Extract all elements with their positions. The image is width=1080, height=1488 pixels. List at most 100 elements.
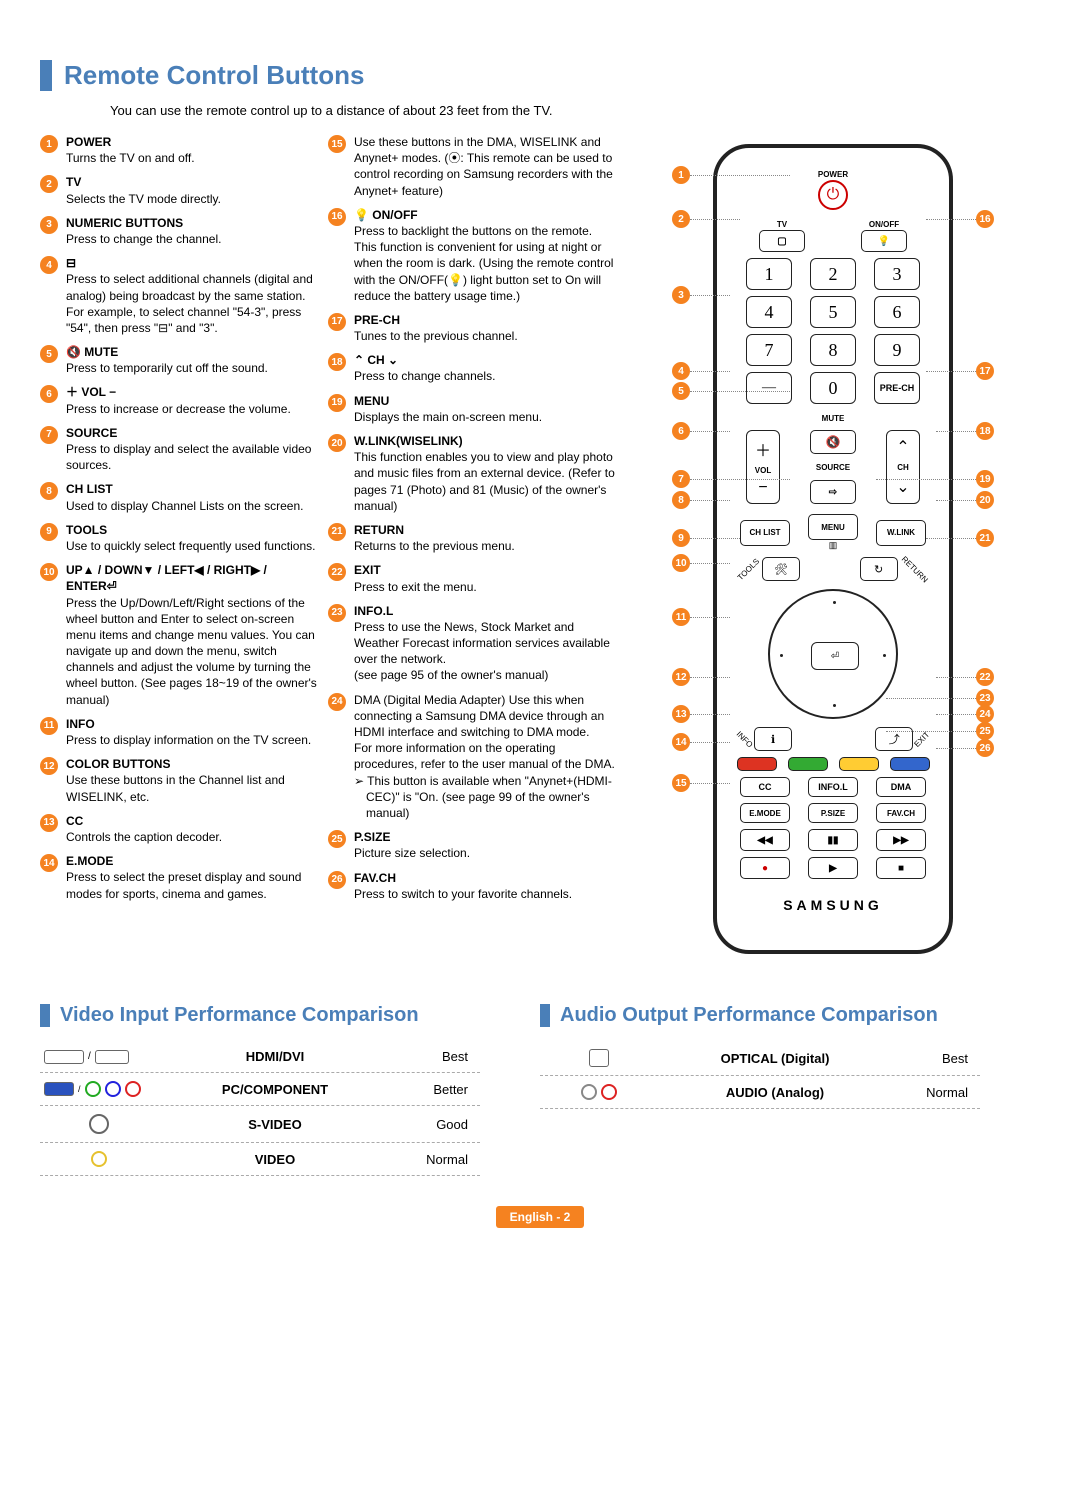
prech-button: PRE-CH xyxy=(874,372,920,404)
item-badge: 15 xyxy=(328,135,346,153)
item-26: 26FAV.CHPress to switch to your favorite… xyxy=(328,870,618,902)
item-badge: 22 xyxy=(328,563,346,581)
item-badge: 9 xyxy=(40,523,58,541)
comp-row: AUDIO (Analog)Normal xyxy=(540,1076,980,1109)
item-6: 6＋ VOL −Press to increase or decrease th… xyxy=(40,384,320,416)
item-title: ⊟ xyxy=(66,255,320,271)
item-badge: 16 xyxy=(328,208,346,226)
item-7: 7SOURCEPress to display and select the a… xyxy=(40,425,320,474)
tv-button: ▢ xyxy=(759,230,805,252)
item-desc: Press to backlight the buttons on the re… xyxy=(354,223,618,304)
item-title: P.SIZE xyxy=(354,829,618,845)
wlink-button: W.LINK xyxy=(876,520,926,546)
return-icon: ↻ xyxy=(860,557,898,581)
item-badge: 19 xyxy=(328,394,346,412)
connector-icon xyxy=(544,1084,654,1100)
play-button: ▶ xyxy=(808,857,858,879)
item-badge: 24 xyxy=(328,693,346,711)
item-badge: 4 xyxy=(40,256,58,274)
item-desc: Controls the caption decoder. xyxy=(66,829,320,845)
callout-10: 10 xyxy=(672,554,690,572)
onoff-label: ON/OFF xyxy=(869,220,899,229)
callout-26: 26 xyxy=(976,739,994,757)
callout-1: 1 xyxy=(672,166,690,184)
item-desc: Press to display and select the availabl… xyxy=(66,441,320,473)
source-button: ⇨ xyxy=(810,480,856,504)
mute-button: 🔇 xyxy=(810,430,856,454)
item-25: 25P.SIZEPicture size selection. xyxy=(328,829,618,861)
item-title: TOOLS xyxy=(66,522,320,538)
item-sub: ➢ This button is available when "Anynet+… xyxy=(354,773,618,822)
callout-15: 15 xyxy=(672,774,690,792)
item-title: 🔇 MUTE xyxy=(66,344,320,360)
favch-button: FAV.CH xyxy=(876,803,926,823)
item-badge: 3 xyxy=(40,216,58,234)
left-column: 1POWERTurns the TV on and off.2TVSelects… xyxy=(40,134,320,964)
page-footer: English - 2 xyxy=(40,1206,1040,1228)
item-desc: Press to switch to your favorite channel… xyxy=(354,886,618,902)
item-title: ⌃ CH ⌄ xyxy=(354,352,618,368)
dma-button: DMA xyxy=(876,777,926,797)
item-desc: Press to exit the menu. xyxy=(354,579,618,595)
return-label: RETURN xyxy=(899,554,929,584)
item-desc: Turns the TV on and off. xyxy=(66,150,320,166)
wheel-button: ⏎ xyxy=(768,589,898,719)
callout-22: 22 xyxy=(976,668,994,686)
item-3: 3NUMERIC BUTTONSPress to change the chan… xyxy=(40,215,320,247)
item-badge: 13 xyxy=(40,814,58,832)
forward-button: ▶▶ xyxy=(876,829,926,851)
callout-7: 7 xyxy=(672,470,690,488)
item-desc: Displays the main on-screen menu. xyxy=(354,409,618,425)
item-desc: This function enables you to view and pl… xyxy=(354,449,618,514)
main-columns: 1POWERTurns the TV on and off.2TVSelects… xyxy=(40,134,1040,964)
callout-2: 2 xyxy=(672,210,690,228)
video-comparison: Video Input Performance Comparison /HDMI… xyxy=(40,1004,480,1176)
item-desc: Press to change the channel. xyxy=(66,231,320,247)
item-desc: Use to quickly select frequently used fu… xyxy=(66,538,320,554)
item-title: UP▲ / DOWN▼ / LEFT◀ / RIGHT▶ / ENTER⏎ xyxy=(66,562,320,594)
item-title: INFO xyxy=(66,716,320,732)
item-title: MENU xyxy=(354,393,618,409)
page-title: Remote Control Buttons xyxy=(40,60,1040,91)
item-24: 24DMA (Digital Media Adapter) Use this w… xyxy=(328,692,618,822)
item-16: 16 💡 ON/OFFPress to backlight the buttons… xyxy=(328,207,618,304)
record-button: ● xyxy=(740,857,790,879)
num-3: 3 xyxy=(874,258,920,290)
item-desc: Press to increase or decrease the volume… xyxy=(66,401,320,417)
item-badge: 23 xyxy=(328,604,346,622)
callout-25: 25 xyxy=(976,722,994,740)
num-0: 0 xyxy=(810,372,856,404)
tools-icon: 🛠 xyxy=(762,557,800,581)
item-badge: 21 xyxy=(328,523,346,541)
item-10: 10UP▲ / DOWN▼ / LEFT◀ / RIGHT▶ / ENTER⏎P… xyxy=(40,562,320,708)
item-badge: 11 xyxy=(40,717,58,735)
item-22: 22 EXITPress to exit the menu. xyxy=(328,562,618,594)
comp-value: Better xyxy=(396,1082,476,1097)
num-2: 2 xyxy=(810,258,856,290)
item-title: CH LIST xyxy=(66,481,320,497)
comp-row: VIDEONormal xyxy=(40,1143,480,1176)
item-title: 💡 ON/OFF xyxy=(354,207,618,223)
item-17: 17PRE-CHTunes to the previous channel. xyxy=(328,312,618,344)
item-title: INFO.L xyxy=(354,603,618,619)
video-title: Video Input Performance Comparison xyxy=(40,1004,480,1027)
item-desc: Press to select the preset display and s… xyxy=(66,869,320,901)
item-desc: Tunes to the previous channel. xyxy=(354,328,618,344)
infol-button: INFO.L xyxy=(808,777,858,797)
comp-label: OPTICAL (Digital) xyxy=(654,1051,896,1066)
dash-button: — xyxy=(746,372,792,404)
remote-column: 1 2 3 4 5 6 7 8 9 10 11 12 13 14 15 16 1… xyxy=(626,134,1040,964)
comp-row: /PC/COMPONENTBetter xyxy=(40,1073,480,1106)
item-title: COLOR BUTTONS xyxy=(66,756,320,772)
item-21: 21RETURNReturns to the previous menu. xyxy=(328,522,618,554)
item-title: EXIT xyxy=(354,562,618,578)
comp-row: OPTICAL (Digital)Best xyxy=(540,1041,980,1076)
item-11: 11INFOPress to display information on th… xyxy=(40,716,320,748)
item-title: CC xyxy=(66,813,320,829)
item-2: 2TVSelects the TV mode directly. xyxy=(40,174,320,206)
remote-diagram: 1 2 3 4 5 6 7 8 9 10 11 12 13 14 15 16 1… xyxy=(668,134,998,964)
cc-button: CC xyxy=(740,777,790,797)
emode-button: E.MODE xyxy=(740,803,790,823)
ch-rocker: ⌃CH⌄ xyxy=(886,430,920,504)
item-badge: 18 xyxy=(328,353,346,371)
